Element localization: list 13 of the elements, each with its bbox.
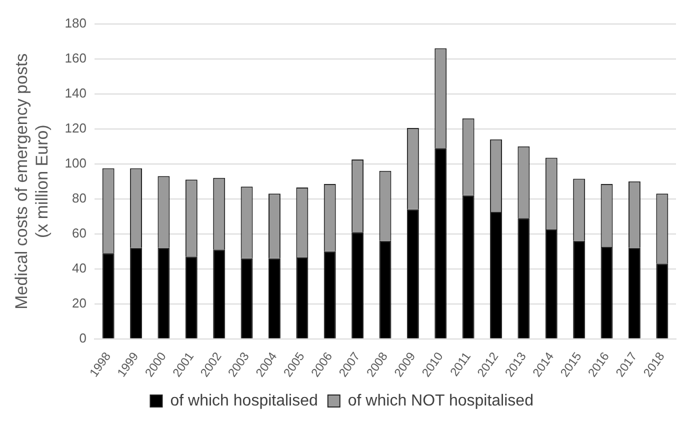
y-tick-label: 160 [64,50,86,66]
y-tick-label: 120 [64,120,86,136]
y-tick-label: 100 [64,155,86,170]
y-tick-label: 40 [72,260,86,276]
y-tick-label: 20 [72,295,86,310]
y-tick-label: 180 [64,15,86,30]
y-tick-label: 60 [72,225,86,240]
y-tick-label: 0 [79,330,86,346]
legend-label: of which hospitalised [170,392,318,410]
y-tick-label: 80 [72,190,86,206]
y-tick-label: 140 [64,85,86,100]
y-axis-title: Medical costs of emergency posts (x million Euro) [12,53,52,310]
legend-label: of which NOT hospitalised [348,392,534,410]
